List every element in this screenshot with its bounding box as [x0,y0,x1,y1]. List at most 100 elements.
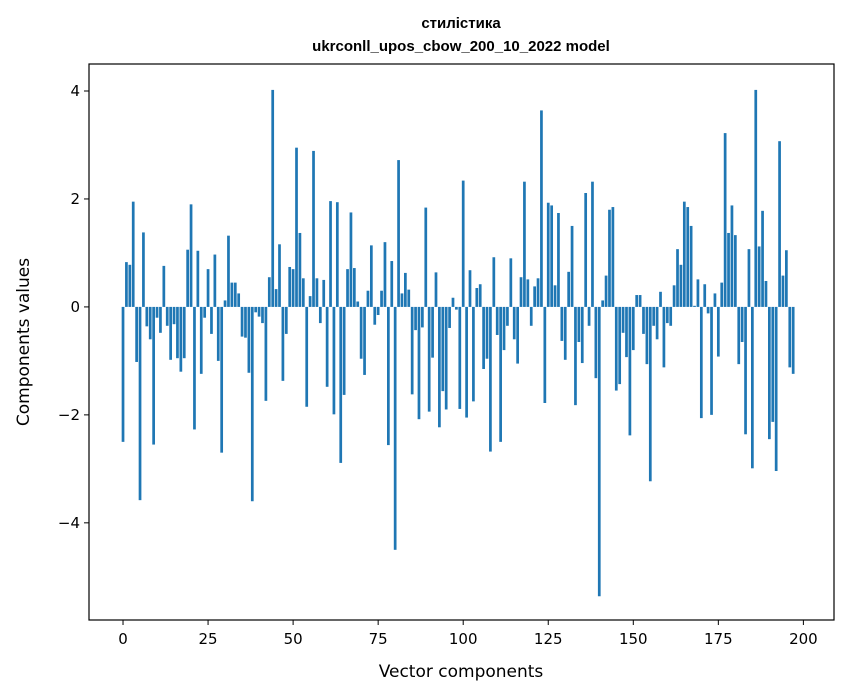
bar [516,306,519,364]
bar [747,249,751,307]
bar [247,306,251,373]
bar [376,306,380,316]
bar [781,275,785,307]
bars-group [121,89,795,597]
bar [574,306,577,406]
bar [199,306,203,374]
bar [410,306,414,395]
x-axis-ticks: 0 25 50 75 100 125 150 175 200 [118,620,818,648]
bar [131,201,135,307]
bar [744,306,747,435]
bar [642,306,645,334]
bar [570,225,574,307]
bar [342,306,346,395]
bar [489,306,492,452]
bar [523,181,526,307]
bar [716,306,720,357]
bar [652,306,656,326]
bar [244,306,247,338]
bar [189,204,193,307]
bar [404,272,407,307]
bar [621,306,625,333]
bar [594,306,598,379]
bar [210,306,213,334]
bar [424,207,428,307]
bar [529,306,533,326]
bar [281,306,285,381]
bar [601,300,605,307]
bar [318,306,322,324]
bar [182,306,186,359]
bar [169,306,172,360]
bar [148,306,152,340]
bar [713,293,717,307]
bar [662,306,666,368]
bar [553,285,557,307]
chart-title-line-1: стилістика [421,15,501,32]
bar [614,306,618,391]
bar [557,212,560,307]
x-tick-label: 75 [369,630,388,648]
bar [193,306,196,430]
bar [366,290,370,307]
bar [267,277,271,307]
bar [179,306,183,372]
bar [369,245,373,307]
bar [727,232,730,307]
bar [397,160,400,307]
bar [580,306,584,364]
bar [577,306,581,342]
bar [155,306,159,318]
bar [512,306,516,340]
bar [203,306,207,318]
bar [254,306,258,313]
bar [138,306,142,501]
x-tick-label: 50 [284,630,303,648]
bar [346,269,349,307]
bar [638,295,642,307]
bar [335,202,339,307]
bar [356,301,360,307]
bar [778,141,781,307]
bar [699,306,703,419]
bar [213,254,217,307]
bar [693,305,696,307]
y-tick-label: −2 [58,406,80,424]
bar [206,269,210,307]
bar [414,306,417,331]
bar [165,306,169,326]
bar [625,306,628,358]
bar [284,306,288,334]
bar [352,268,356,307]
bar [349,212,353,307]
bar [162,265,166,307]
bar [125,262,128,307]
bar [431,306,434,358]
bar [393,306,397,550]
bar [526,279,530,307]
bar [220,306,224,453]
y-tick-label: 4 [70,82,80,100]
chart-title-line-2: ukrconll_upos_cbow_200_10_2022 model [312,38,610,55]
bar [475,288,479,307]
bar [785,250,788,307]
bar [648,306,652,482]
bar [791,306,795,374]
bar [288,266,292,307]
bar [332,306,336,415]
bar [468,270,472,307]
bar [567,271,571,307]
bar [278,244,281,307]
bar [591,181,594,307]
bar [329,201,332,307]
bar [274,289,278,307]
bar [682,201,686,307]
bar [444,306,448,410]
bar [655,306,659,340]
y-tick-label: 0 [70,298,80,316]
bar [257,306,261,317]
bar [706,306,710,314]
y-tick-label: 2 [70,190,80,208]
x-tick-label: 125 [534,630,563,648]
bar [373,306,377,325]
